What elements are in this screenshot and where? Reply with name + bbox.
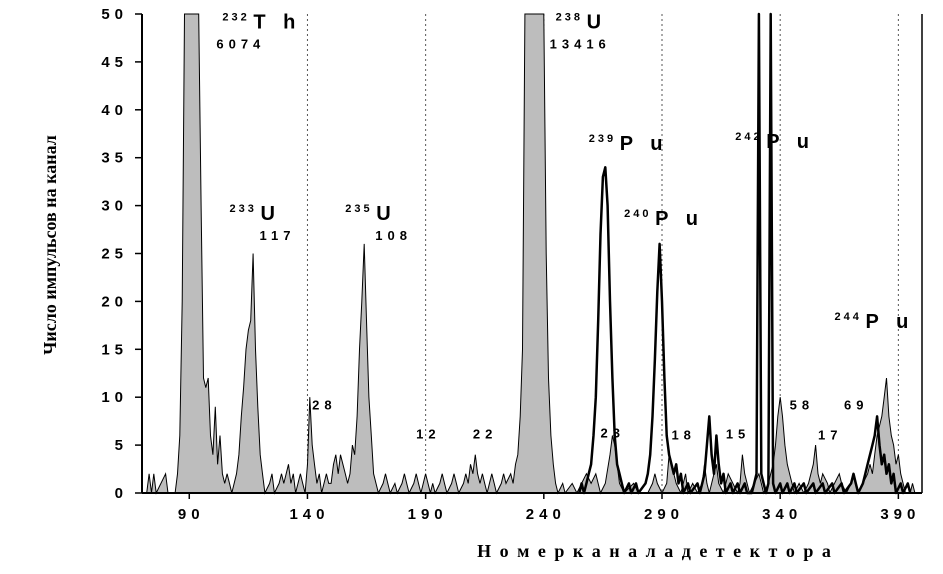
isotope-label-1: 238 U 13416 bbox=[550, 11, 611, 51]
isotope-element: T h bbox=[253, 11, 301, 33]
y-tick-label-25: 25 bbox=[101, 246, 128, 263]
y-tick-labels: 0 5 10 15 20 25 30 35 40 45 50 bbox=[101, 6, 128, 502]
isotope-element: U bbox=[260, 203, 280, 225]
isotope-label-4: 242 P u bbox=[735, 131, 815, 153]
isotope-mass: 233 bbox=[229, 203, 256, 215]
isotope-count: 108 bbox=[375, 228, 412, 243]
area-series-path bbox=[146, 13, 916, 495]
isotope-count: 13416 bbox=[550, 36, 611, 51]
y-tick-label-30: 30 bbox=[101, 198, 128, 215]
y-axis-title: Число импульсов на канал bbox=[40, 135, 60, 355]
isotope-count: 6074 bbox=[216, 36, 265, 51]
y-tick-label-40: 40 bbox=[101, 102, 128, 119]
y-tick-label-15: 15 bbox=[101, 341, 128, 358]
isotope-mass: 235 bbox=[345, 203, 372, 215]
x-axis-title: Н о м е р к а н а л а д е т е к т о р а bbox=[477, 541, 833, 561]
isotope-label-2: 239 P u bbox=[589, 133, 669, 155]
spectrum-line bbox=[578, 12, 912, 495]
x-tick-label-240: 240 bbox=[526, 506, 566, 523]
isotope-mass: 232 bbox=[222, 11, 249, 23]
count-label-6: 58 bbox=[790, 398, 814, 413]
isotope-label-7: 244 P u bbox=[835, 311, 915, 333]
isotope-mass: 240 bbox=[624, 208, 651, 220]
isotope-label-6: 235 U 108 bbox=[345, 203, 412, 243]
isotope-element: U bbox=[376, 203, 396, 225]
x-tick-label-90: 90 bbox=[178, 506, 205, 523]
count-label-4: 18 bbox=[671, 427, 695, 442]
x-tick-label-190: 190 bbox=[408, 506, 448, 523]
y-tick-label-45: 45 bbox=[101, 54, 128, 71]
isotope-element: P u bbox=[655, 208, 704, 230]
y-tick-label-5: 5 bbox=[115, 437, 128, 454]
y-tick-label-50: 50 bbox=[101, 6, 128, 23]
isotope-mass: 242 bbox=[735, 131, 762, 143]
count-label-2: 22 bbox=[473, 426, 497, 441]
isotope-element: P u bbox=[866, 311, 915, 333]
isotope-element: P u bbox=[766, 131, 815, 153]
x-tick-label-340: 340 bbox=[762, 506, 802, 523]
x-tick-label-290: 290 bbox=[644, 506, 684, 523]
line-series-path bbox=[578, 12, 912, 495]
spectrum-area bbox=[146, 13, 916, 495]
count-label-8: 69 bbox=[844, 398, 868, 413]
isotope-label-0: 232 T h 6074 bbox=[216, 11, 301, 51]
y-tick-label-0: 0 bbox=[115, 485, 128, 502]
y-tick-label-10: 10 bbox=[101, 389, 128, 406]
plot-frame bbox=[135, 13, 923, 499]
isotope-mass: 239 bbox=[589, 133, 616, 145]
count-label-7: 17 bbox=[818, 427, 842, 442]
x-tick-labels: 90 140 190 240 290 340 390 bbox=[178, 506, 920, 523]
count-label-0: 28 bbox=[312, 398, 336, 413]
count-label-1: 12 bbox=[416, 426, 440, 441]
isotope-count: 117 bbox=[259, 228, 295, 243]
isotope-label-3: 240 P u bbox=[624, 208, 704, 230]
isotope-element: P u bbox=[620, 133, 669, 155]
x-tick-label-140: 140 bbox=[289, 506, 329, 523]
isotope-mass: 244 bbox=[835, 311, 862, 323]
isotope-labels: 232 T h 6074 238 U 13416 239 P u 240 P u 242 P u 233… bbox=[216, 11, 915, 333]
count-label-5: 15 bbox=[726, 426, 750, 441]
isotope-element: U bbox=[587, 11, 607, 33]
y-tick-label-20: 20 bbox=[101, 293, 128, 310]
y-tick-label-35: 35 bbox=[101, 150, 128, 167]
x-tick-label-390: 390 bbox=[880, 506, 920, 523]
isotope-label-5: 233 U 117 bbox=[229, 203, 295, 243]
isotope-mass: 238 bbox=[556, 11, 583, 23]
count-label-3: 23 bbox=[601, 425, 625, 440]
